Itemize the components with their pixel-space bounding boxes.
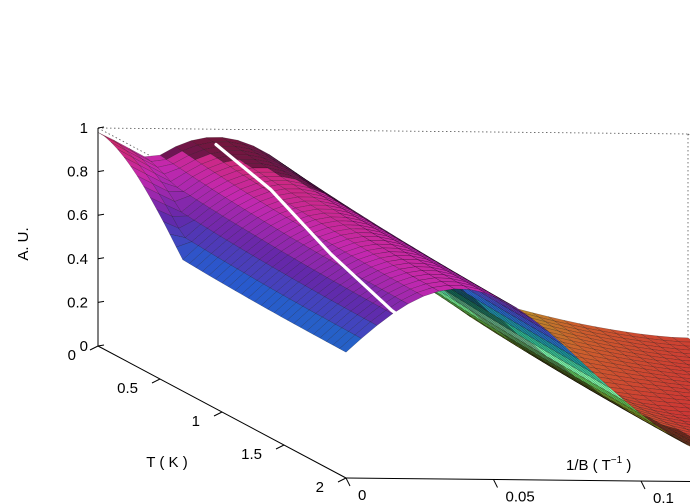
y-tick-mark [493, 479, 498, 488]
surface-cell [671, 337, 690, 343]
x-tick-mark [89, 345, 99, 351]
axis-line-1 [345, 477, 690, 482]
surface-cell [668, 428, 690, 437]
x-tick-mark [151, 378, 161, 384]
surface-cell [684, 432, 690, 437]
surface-cell [682, 352, 690, 358]
x-tick-mark [213, 411, 223, 417]
surface-cell [670, 434, 690, 445]
surface-cell [673, 379, 690, 387]
surface-cell [675, 432, 690, 439]
surface-cell [671, 406, 690, 413]
surface-cell [681, 403, 690, 409]
y-axis-title: 1/B ( T−1 ) [566, 455, 631, 474]
box-edge-1 [97, 127, 689, 135]
surface-cell [677, 429, 690, 435]
z-tick-mark [97, 213, 105, 216]
surface-cell [675, 373, 690, 379]
y-tick-mark [640, 480, 646, 490]
x-tick-label: 0.5 [117, 380, 138, 397]
x-tick-mark [337, 477, 347, 483]
x-tick-mark [275, 444, 285, 450]
surface-cell [679, 384, 690, 390]
y-axis-title-suffix: ) [622, 457, 631, 474]
surface-cell [677, 410, 690, 417]
surface-cell [670, 386, 690, 394]
surface-cell [673, 355, 690, 362]
surface-cell [683, 441, 690, 446]
highlight-curve-group [214, 142, 690, 469]
surface-cell [678, 341, 690, 347]
surface-cell [686, 364, 690, 367]
z-tick-mark [97, 257, 105, 260]
z-tick-label: 0.8 [67, 164, 88, 181]
y-axis-title-exponent: −1 [611, 455, 623, 466]
surface-cell [685, 441, 690, 444]
highlight-curve [214, 142, 690, 469]
surface-cell [682, 420, 690, 426]
z-tick-label: 0.6 [67, 207, 88, 224]
z-tick-mark [97, 126, 105, 129]
z-tick-mark [97, 300, 105, 303]
surface-cell [680, 425, 690, 431]
surface-cell [667, 394, 690, 401]
y-tick-label: 0 [358, 487, 366, 504]
z-tick-mark [97, 344, 105, 347]
x-axis-title: T ( K ) [146, 454, 187, 471]
surface-cell [671, 425, 690, 433]
surface-cell [673, 421, 690, 428]
surface-cell [683, 395, 690, 401]
surface-cell [668, 368, 690, 376]
surface-cell [669, 344, 690, 351]
z-tick-label: 0.4 [67, 251, 88, 268]
surface-cell [682, 377, 690, 383]
surface-cell [681, 435, 690, 441]
surface-cell [671, 362, 690, 369]
surface-mesh [97, 132, 690, 447]
surface-cell [676, 416, 690, 423]
z-tick-label: 0 [80, 338, 88, 355]
surface-cell [676, 438, 690, 446]
z-tick-label: 0.2 [67, 294, 88, 311]
x-tick-label: 1.5 [241, 446, 262, 463]
surface-cell [674, 398, 690, 405]
surface-cell [677, 391, 690, 398]
surface-cell [677, 366, 690, 372]
x-tick-label: 1 [192, 413, 200, 430]
y-tick-label: 0.1 [653, 490, 674, 504]
y-tick-label: 0.05 [506, 489, 535, 504]
z-axis-title: A. U. [15, 227, 32, 260]
surface-cell [684, 370, 690, 375]
surface-cell [686, 429, 690, 432]
z-tick-mark [97, 170, 105, 173]
surface-cell [680, 441, 690, 447]
surface-cell [680, 359, 690, 365]
z-tick-label: 1 [80, 120, 88, 137]
surface-cell [676, 348, 690, 355]
x-tick-label: 2 [316, 479, 324, 496]
surface-cell [669, 413, 690, 420]
y-axis-title-prefix: 1/B ( T [566, 457, 611, 474]
surface-cell [686, 407, 690, 410]
surface-cell [104, 136, 127, 152]
x-tick-label: 0 [68, 347, 76, 364]
surface-cell [686, 388, 690, 392]
y-tick-mark [345, 477, 351, 487]
surface-cell [672, 433, 690, 442]
